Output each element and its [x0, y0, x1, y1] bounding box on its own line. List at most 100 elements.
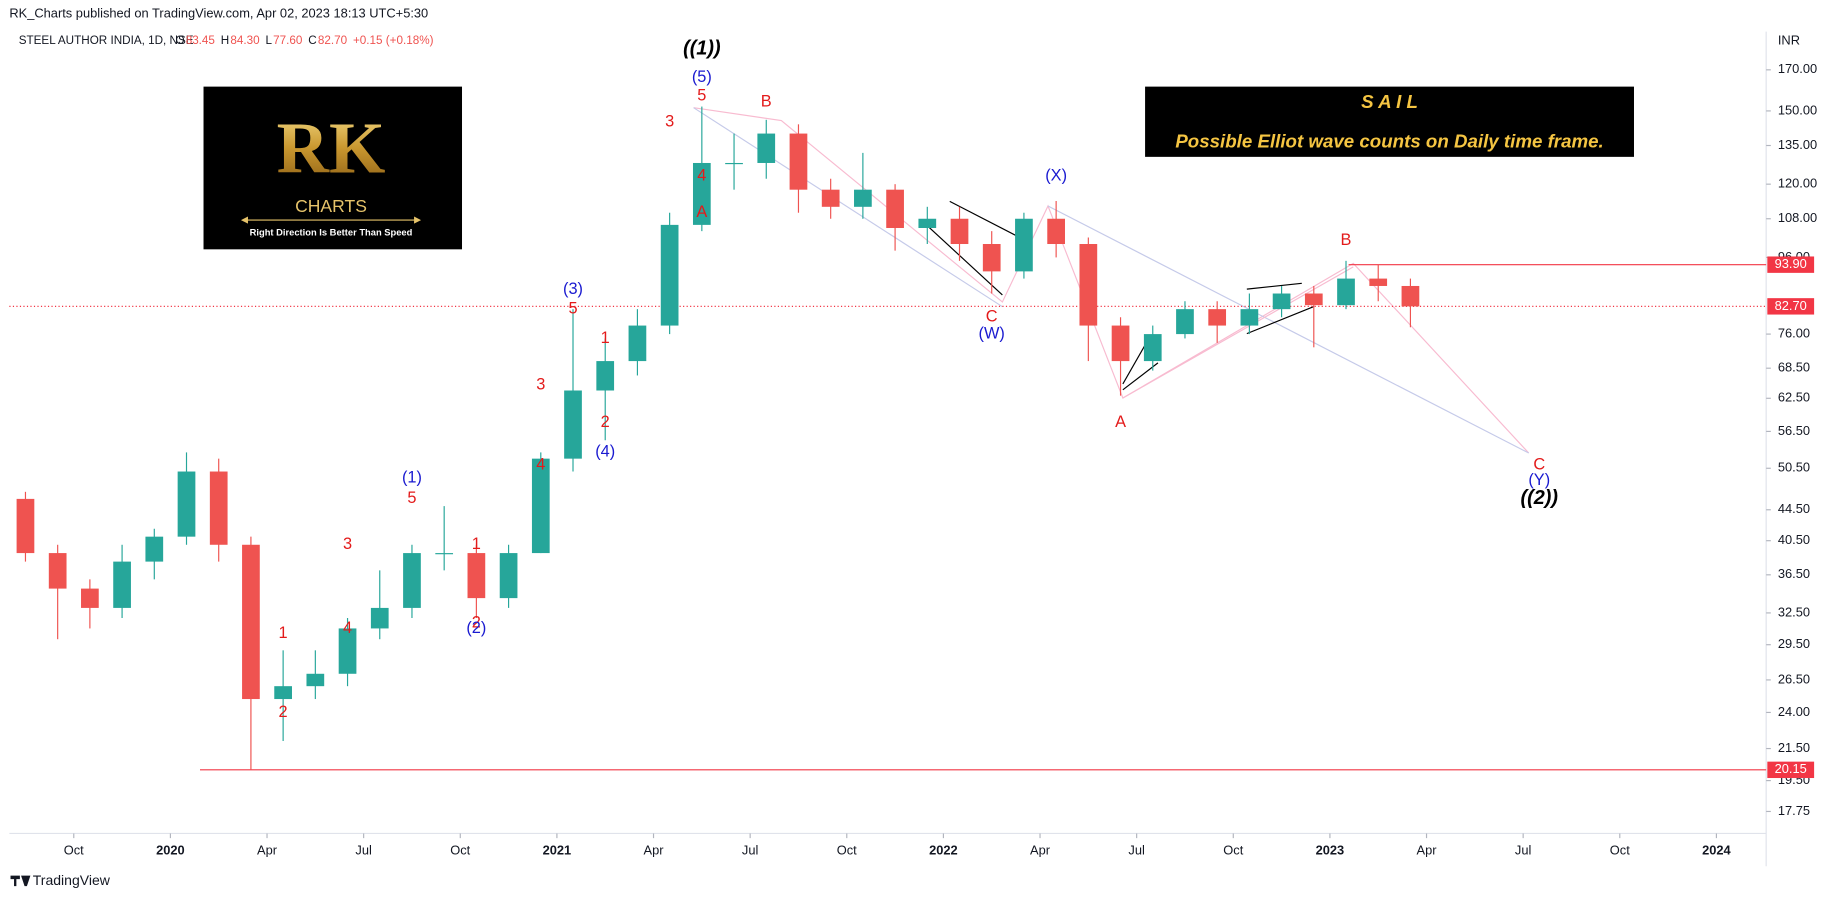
y-tick-label: 135.00: [1778, 137, 1817, 152]
legend-key: O: [175, 34, 184, 47]
y-tick-label: 50.50: [1778, 460, 1810, 475]
footer: TradingView: [33, 872, 111, 888]
wave-label: (Y): [1528, 471, 1550, 489]
candle-body: [531, 458, 550, 554]
y-tick-label: 32.50: [1778, 604, 1810, 619]
candle-body: [757, 133, 776, 163]
wedge-line: [1246, 282, 1302, 290]
wave-label: (W): [979, 324, 1005, 342]
info-box: [1145, 86, 1634, 157]
channel-line: [1047, 205, 1529, 454]
footer-logo: [10, 875, 31, 887]
x-tick-label: 2021: [543, 842, 572, 857]
y-tick-label: 24.00: [1778, 704, 1810, 719]
candle-body: [628, 325, 647, 362]
wave-label: A: [1115, 413, 1126, 431]
symbol: STEEL AUTHOR INDIA, 1D, NSE: [19, 34, 194, 47]
y-tick-label: 44.50: [1778, 501, 1810, 516]
wave-label: 2: [601, 413, 610, 431]
wave-label: 1: [601, 329, 610, 347]
y-tick-label: 120.00: [1778, 176, 1817, 191]
candle-body: [1176, 309, 1194, 335]
wave-label: 5: [568, 299, 577, 317]
y-tick-label: 62.50: [1778, 390, 1810, 405]
candle-body: [918, 218, 937, 228]
candle-body: [821, 189, 840, 207]
wave-label: 1: [472, 535, 481, 553]
y-tick-label: 150.00: [1778, 102, 1817, 117]
y-tick-label: 29.50: [1778, 636, 1810, 651]
wave-label: 1: [279, 624, 288, 642]
candle-body: [1079, 244, 1098, 326]
candle-body: [306, 673, 325, 687]
wave-label: 3: [536, 376, 545, 394]
candle-body: [1401, 285, 1420, 307]
legend-change: +0.15 (+0.18%): [353, 34, 434, 47]
candle-body: [48, 553, 67, 589]
candle-body: [950, 218, 969, 245]
candle-body: [499, 553, 518, 599]
candle-body: [242, 544, 260, 700]
legend-value: 82.70: [318, 34, 348, 47]
candle-body: [660, 224, 679, 326]
x-tick-label: Jul: [742, 842, 758, 857]
wave-label: 2: [472, 614, 481, 632]
wave-label: C: [986, 308, 998, 326]
wave-label: ((1)): [683, 38, 721, 60]
triangle-line: [949, 200, 1025, 241]
logo-name: CHARTS: [295, 196, 367, 216]
wave-label: B: [1341, 231, 1352, 249]
candle-body: [692, 162, 711, 225]
candle-body: [370, 607, 389, 629]
y-tick-label: 76.00: [1778, 325, 1810, 340]
x-tick-label: Oct: [64, 842, 84, 857]
candle-body: [403, 553, 421, 608]
y-tick-label: 108.00: [1778, 210, 1817, 225]
y-tick-label: 36.50: [1778, 566, 1810, 581]
price-label: 20.15: [1775, 761, 1807, 776]
y-tick-label: 17.75: [1778, 803, 1810, 818]
x-tick-label: Oct: [837, 842, 857, 857]
x-tick-label: Jul: [1128, 842, 1144, 857]
price-label-box: [1767, 256, 1815, 273]
price-label: 93.90: [1775, 256, 1807, 271]
y-tick-label: 40.50: [1778, 532, 1810, 547]
x-tick-label: Apr: [1030, 842, 1051, 857]
candle-body: [1272, 293, 1291, 310]
candle-body: [854, 189, 872, 207]
candle-body: [177, 471, 196, 537]
triangle-line: [927, 225, 1003, 296]
legend-key: H: [221, 34, 229, 47]
logo-arrow-head: [414, 216, 422, 224]
x-tick-label: 2023: [1316, 842, 1345, 857]
candle-body: [1240, 309, 1259, 326]
legend-key: C: [308, 34, 316, 47]
y-tick-label: 68.50: [1778, 360, 1810, 375]
price-label-box: [1767, 761, 1815, 779]
candle-body: [1304, 293, 1323, 306]
legend-value: 84.30: [230, 34, 260, 47]
drawings: [693, 107, 1530, 454]
wedge-line: [1122, 342, 1147, 385]
logo-tagline: Right Direction Is Better Than Speed: [250, 227, 413, 237]
x-tick-label: 2022: [929, 842, 958, 857]
x-tick-label: Apr: [1417, 842, 1438, 857]
candle-body: [1015, 218, 1033, 272]
candle-body: [1143, 334, 1162, 362]
x-tick-label: Oct: [1223, 842, 1243, 857]
wave-label: (4): [595, 443, 615, 461]
logo-arrow-head: [240, 216, 248, 224]
wave-label: 4: [697, 166, 706, 184]
wave-label: (3): [563, 280, 583, 298]
wave-label: 3: [665, 112, 674, 130]
info-text: Possible Elliot wave counts on Daily tim…: [1175, 131, 1603, 152]
x-tick-label: 2024: [1702, 842, 1731, 857]
price-label-box: [1767, 298, 1815, 315]
marks: [9, 106, 1767, 771]
wave-label: 2: [279, 703, 288, 721]
info-title: S A I L: [1361, 91, 1418, 112]
x-tick-label: Oct: [1610, 842, 1630, 857]
wave-label: 5: [697, 86, 706, 104]
